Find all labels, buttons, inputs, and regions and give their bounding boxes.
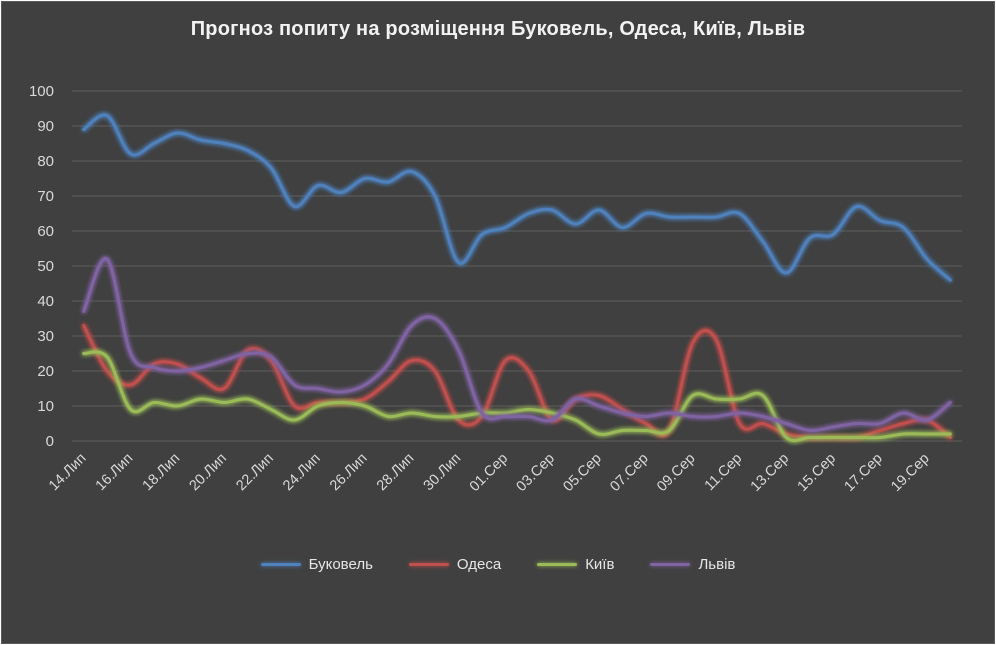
x-tick-label: 30.Лип	[421, 451, 465, 495]
x-tick-label: 17.Сер	[841, 451, 885, 495]
y-tick-label: 30	[37, 328, 54, 345]
y-tick-label: 0	[46, 433, 54, 450]
series-line-4	[82, 257, 952, 433]
y-tick-label: 100	[29, 83, 54, 100]
y-tick-label: 80	[37, 153, 54, 170]
legend-swatch	[537, 563, 578, 566]
legend-item: Львів	[650, 556, 735, 573]
legend-label: Одеса	[456, 556, 502, 573]
legend-label: Львів	[698, 556, 736, 573]
legend-item: Київ	[537, 556, 614, 573]
x-tick-label: 20.Лип	[186, 451, 230, 495]
chart-title: Прогноз попиту на розміщення Буковель, О…	[190, 18, 806, 40]
x-tick-label: 11.Сер	[702, 451, 746, 495]
y-tick-label: 70	[37, 188, 54, 205]
x-tick-label: 13.Сер	[748, 451, 792, 495]
y-tick-label: 40	[37, 293, 54, 310]
legend-label: Київ	[585, 556, 615, 573]
series-line-2	[82, 324, 952, 440]
y-tick-label: 20	[37, 363, 54, 380]
y-tick-label: 90	[37, 118, 54, 135]
legend-swatch	[650, 563, 691, 566]
x-tick-label: 19.Сер	[888, 451, 932, 495]
x-tick-label: 18.Лип	[140, 451, 184, 495]
x-tick-label: 07.Сер	[607, 451, 651, 495]
legend-swatch	[408, 563, 449, 566]
x-tick-label: 01.Сер	[467, 451, 511, 495]
x-tick-label: 05.Сер	[560, 451, 604, 495]
x-tick-label: 28.Лип	[374, 451, 418, 495]
x-tick-label: 03.Сер	[514, 451, 558, 495]
x-tick-label: 09.Сер	[654, 451, 698, 495]
legend-item: Одеса	[408, 556, 502, 573]
series-line-3	[82, 350, 952, 443]
x-tick-label: 16.Лип	[93, 451, 137, 495]
legend-item: Буковель	[260, 556, 373, 573]
legend-swatch	[260, 563, 301, 566]
chart-legend: Буковель Одеса Київ Львів	[0, 556, 996, 573]
y-tick-label: 10	[37, 398, 54, 415]
x-tick-label: 14.Лип	[46, 451, 90, 495]
x-tick-label: 22.Лип	[233, 451, 277, 495]
legend-label: Буковель	[308, 556, 373, 573]
x-tick-label: 26.Лип	[327, 451, 371, 495]
x-tick-label: 24.Лип	[280, 451, 324, 495]
y-tick-label: 60	[37, 223, 54, 240]
series-line-1	[82, 113, 952, 282]
y-tick-label: 50	[37, 258, 54, 275]
x-tick-label: 15.Сер	[795, 451, 839, 495]
